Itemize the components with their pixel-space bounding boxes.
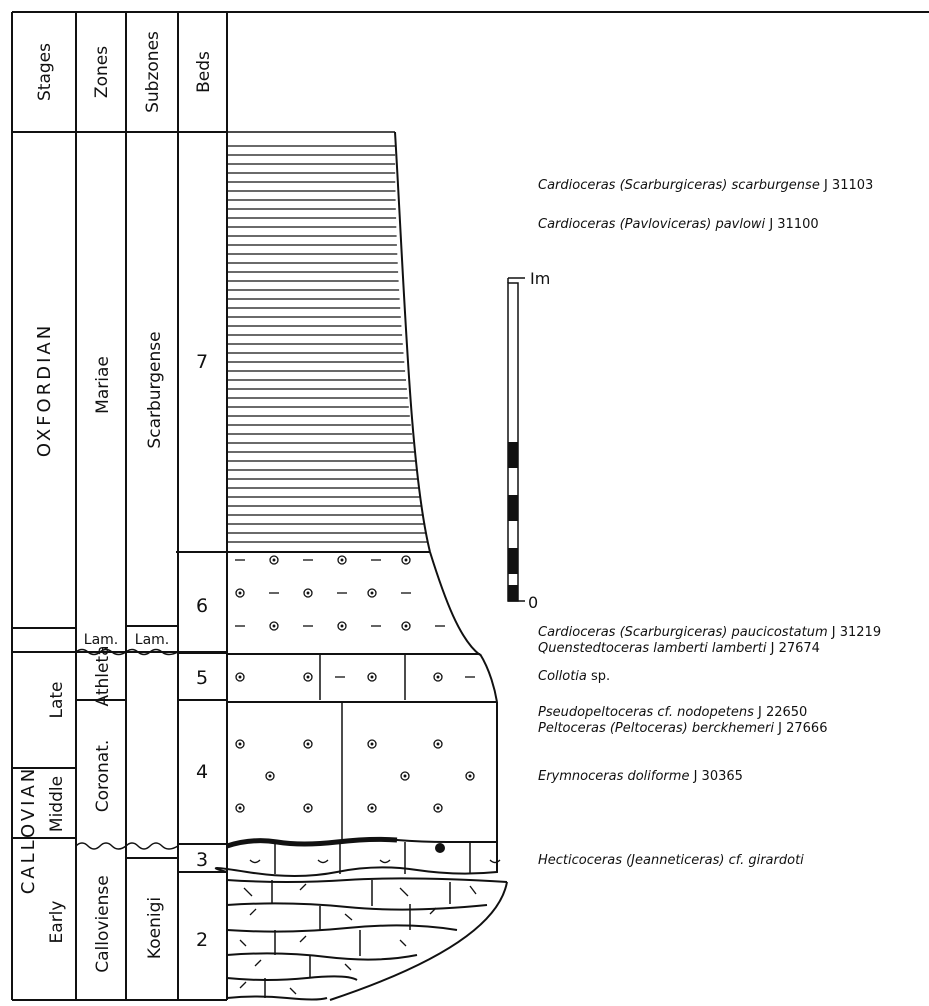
bed-3-label: 3 <box>196 849 208 871</box>
bed-7-label: 7 <box>196 351 208 373</box>
fossil-label: Collotia sp. <box>538 669 610 684</box>
header-beds: Beds <box>194 51 214 93</box>
fossil-label: Peltoceras (Peltoceras) berckhemeri J 27… <box>538 721 827 736</box>
subzone-scarburgense: Scarburgense <box>145 331 165 448</box>
zone-athleta: Athleta <box>93 645 113 706</box>
header-subzones: Subzones <box>143 31 163 113</box>
zone-coronatum: Coronat. <box>93 740 113 813</box>
subzone-koenigi: Koenigi <box>145 897 165 959</box>
bed-5-label: 5 <box>196 667 208 689</box>
substage-early: Early <box>47 901 67 944</box>
fossil-label: Pseudopeltoceras cf. nodopetens J 22650 <box>538 705 807 720</box>
header-stages: Stages <box>35 43 55 101</box>
substage-late: Late <box>47 681 67 718</box>
scale-top-label: Im <box>530 269 550 288</box>
fossil-label: Erymnoceras doliforme J 30365 <box>538 769 743 784</box>
zone-mariae: Mariae <box>93 356 113 414</box>
subzone-lamberti: Lam. <box>135 632 169 648</box>
bed-6-label: 6 <box>196 595 208 617</box>
zone-calloviense: Calloviense <box>93 875 113 972</box>
fossil-label: Hecticoceras (Jeanneticeras) cf. girardo… <box>538 853 804 868</box>
fossil-label: Cardioceras (Pavloviceras) pavlowi J 311… <box>538 217 819 232</box>
bed-4-label: 4 <box>196 761 208 783</box>
stage-callovian: CALLOVIAN <box>18 766 39 895</box>
header-zones: Zones <box>92 46 112 98</box>
bed-2-label: 2 <box>196 929 208 951</box>
zone-lamberti: Lam. <box>84 632 118 648</box>
fossil-label: Cardioceras (Scarburgiceras) paucicostat… <box>538 625 881 640</box>
scale-bottom-label: 0 <box>528 593 538 612</box>
fossil-label: Quenstedtoceras lamberti lamberti J 2767… <box>538 641 820 656</box>
fossil-label: Cardioceras (Scarburgiceras) scarburgens… <box>538 178 873 193</box>
substage-middle: Middle <box>47 776 67 832</box>
stage-oxfordian: OXFORDIAN <box>34 323 55 457</box>
